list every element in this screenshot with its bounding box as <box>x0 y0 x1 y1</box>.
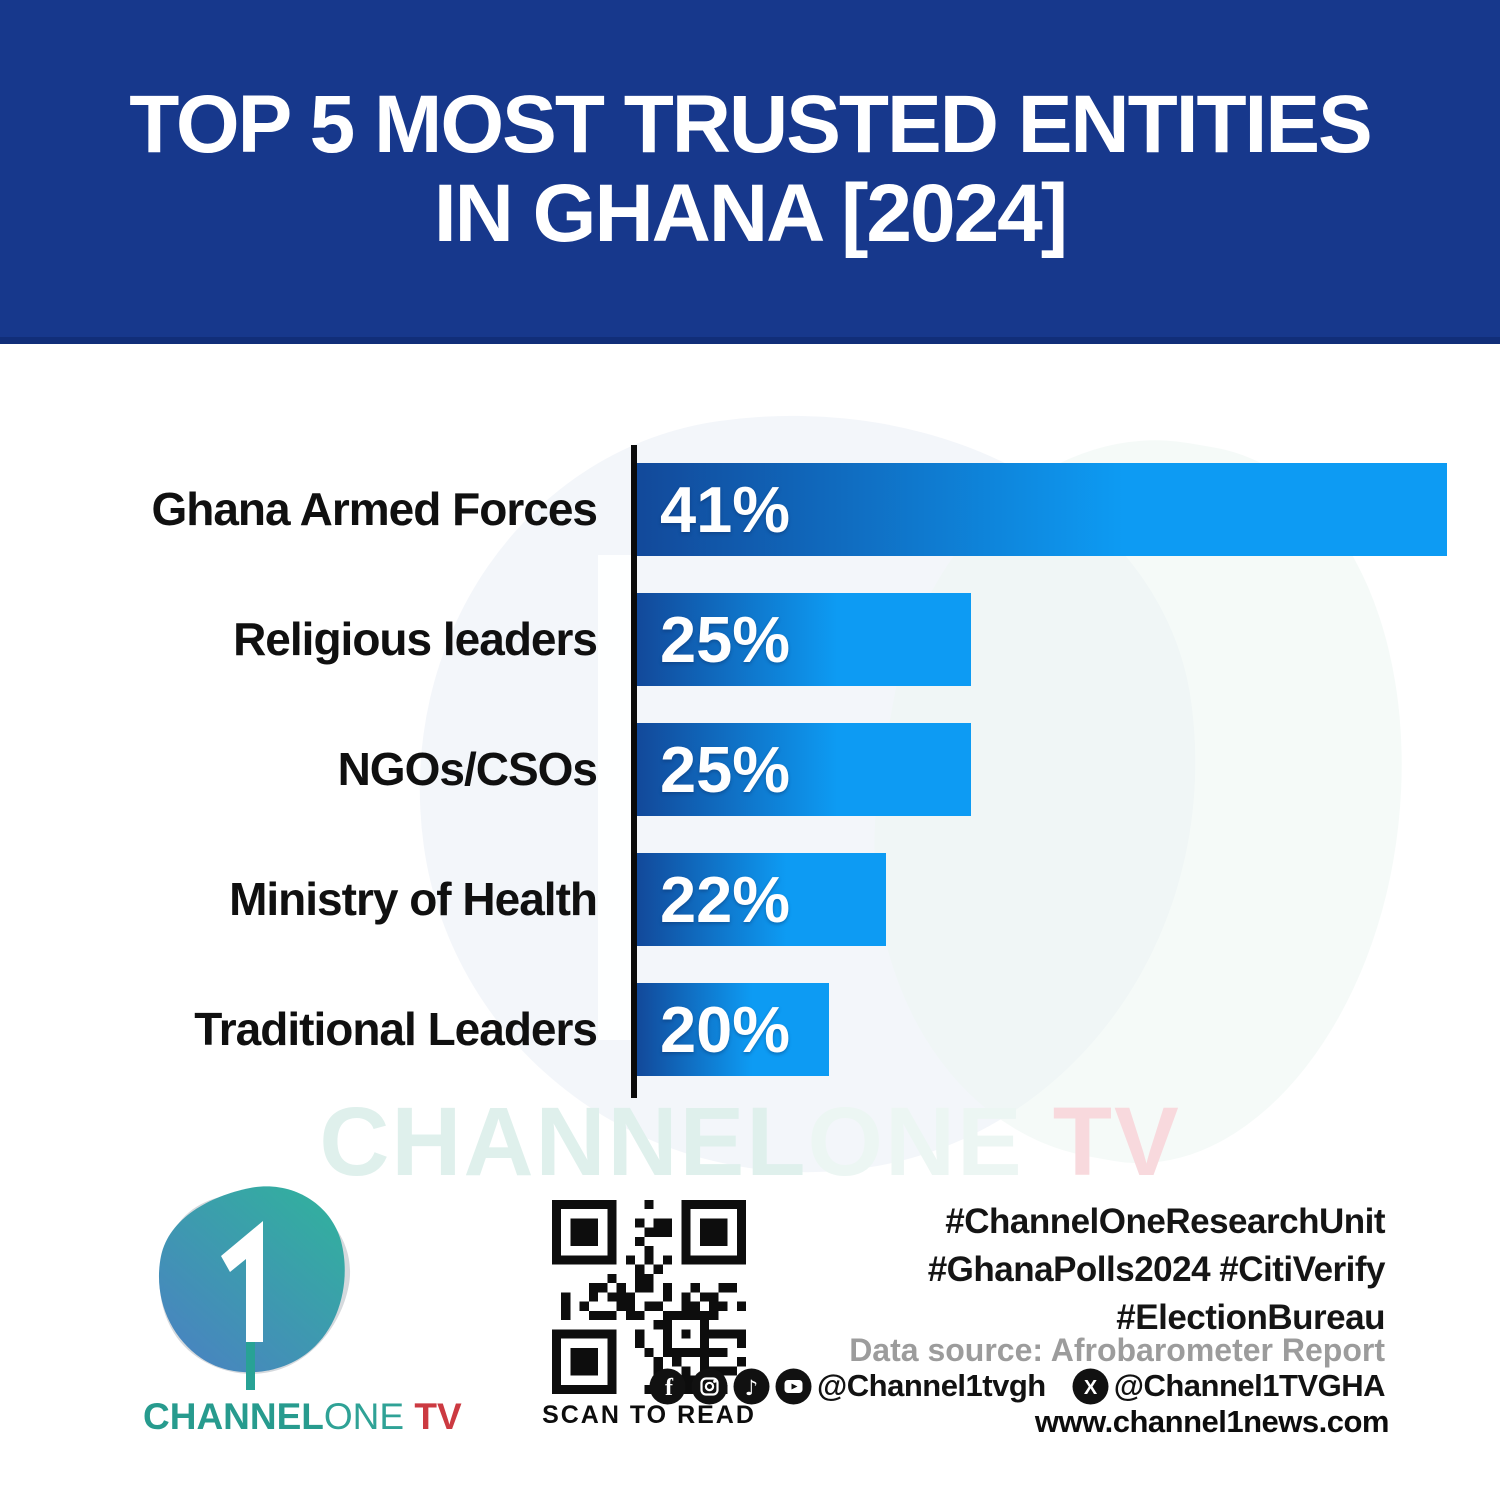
svg-text:f: f <box>665 1375 674 1401</box>
qr-code <box>552 1200 746 1394</box>
bar-1: 41% <box>637 463 1447 556</box>
category-label: Ghana Armed Forces <box>151 483 598 535</box>
bar-4: 22% <box>637 853 886 946</box>
instagram-icon <box>691 1368 728 1404</box>
bar-value-label: 25% <box>660 603 791 676</box>
tiktok-icon: ♪ <box>733 1368 770 1404</box>
category-label: NGOs/CSOs <box>337 743 598 795</box>
bar-value-label: 41% <box>660 473 791 546</box>
page-title-line2: IN GHANA [2024] <box>433 167 1068 259</box>
page-title-line1: TOP 5 MOST TRUSTED ENTITIES <box>129 78 1372 170</box>
watermark-wordmark: CHANNELONE TV <box>319 1087 1181 1196</box>
logo-numeral-1 <box>221 1221 263 1342</box>
x-icon: X <box>1072 1368 1109 1404</box>
svg-text:♪: ♪ <box>745 1376 758 1400</box>
facebook-icon: f <box>649 1368 686 1404</box>
qr-caption: SCAN TO READ <box>542 1401 756 1429</box>
youtube-icon <box>775 1368 812 1404</box>
category-label: Ministry of Health <box>229 873 598 925</box>
logo-numeral-stem <box>246 1342 255 1390</box>
bar-value-label: 22% <box>660 863 791 936</box>
website-url: www.channel1news.com <box>1034 1404 1390 1439</box>
bar-3: 25% <box>637 723 971 816</box>
bar-2: 25% <box>637 593 971 686</box>
bar-value-label: 25% <box>660 733 791 806</box>
hashtag-line: #GhanaPolls2024 #CitiVerify <box>927 1250 1386 1289</box>
chart-axis-line <box>631 445 637 1098</box>
social-handle-1: @Channel1tvgh <box>817 1368 1046 1403</box>
bar-value-label: 20% <box>660 993 791 1066</box>
hashtags-block: #ChannelOneResearchUnit #GhanaPolls2024 … <box>927 1198 1386 1342</box>
hashtag-line: #ChannelOneResearchUnit <box>945 1202 1385 1241</box>
category-label: Religious leaders <box>233 613 598 665</box>
channel-one-logo <box>158 1186 351 1390</box>
hashtag-line: #ElectionBureau <box>1116 1298 1385 1337</box>
social-handle-2: @Channel1TVGHA <box>1113 1368 1386 1403</box>
logo-wordmark: CHANNELONE TV <box>143 1396 462 1437</box>
data-source-text: Data source: Afrobarometer Report <box>849 1332 1385 1368</box>
svg-text:X: X <box>1084 1377 1098 1399</box>
watermark-one-stem <box>598 555 636 1040</box>
bar-5: 20% <box>637 983 829 1076</box>
social-row: f ♪ @Channel1tvgh X @Channel1TVGHA <box>649 1366 1386 1406</box>
header-banner: TOP 5 MOST TRUSTED ENTITIES IN GHANA [20… <box>0 0 1500 344</box>
category-label: Traditional Leaders <box>194 1003 598 1055</box>
